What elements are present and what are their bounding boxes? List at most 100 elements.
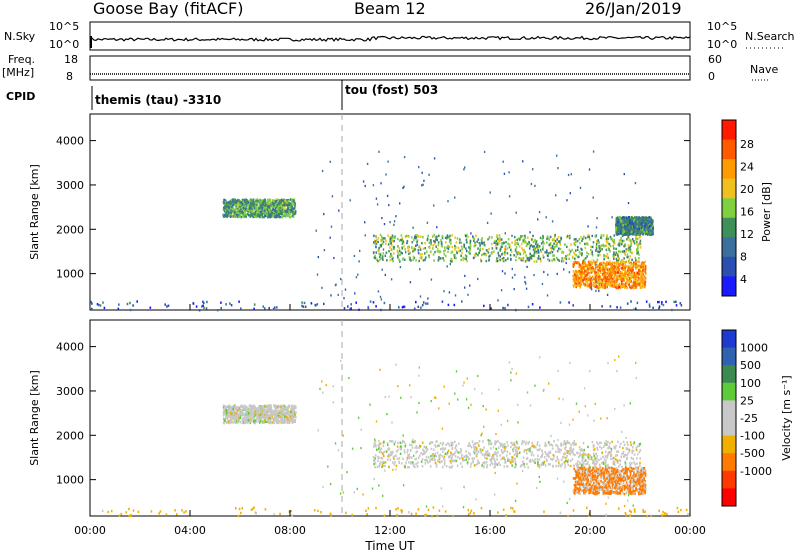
range-gate-cell (488, 248, 490, 251)
range-gate-cell (651, 225, 654, 228)
range-gate-cell (605, 279, 608, 282)
range-gate-cell (597, 286, 600, 290)
range-gate-cell (246, 409, 248, 412)
range-gate-cell (635, 276, 638, 279)
range-gate-cell (438, 250, 440, 253)
range-gate-cell (635, 262, 637, 266)
range-gate-cell (253, 415, 256, 418)
range-gate-cell (530, 453, 533, 456)
range-gate-cell (651, 229, 654, 233)
range-gate-cell (631, 284, 633, 287)
power-colorbar-label: Power [dB] (760, 182, 773, 242)
range-gate-cell (480, 259, 483, 263)
range-gate-cell (502, 160, 504, 163)
range-gate-cell (591, 245, 594, 249)
range-gate-cell (469, 241, 472, 244)
range-gate-cell (481, 448, 484, 452)
range-gate-cell (437, 241, 440, 244)
range-gate-cell (613, 282, 616, 285)
range-gate-cell (632, 268, 634, 272)
range-gate-cell (576, 278, 579, 281)
range-gate-cell (288, 214, 290, 217)
range-gate-cell (544, 251, 546, 254)
range-gate-cell (226, 411, 228, 414)
range-gate-cell (502, 259, 504, 262)
range-gate-cell (567, 459, 570, 462)
range-gate-cell (357, 273, 359, 276)
range-gate-cell (527, 448, 529, 451)
range-gate-cell (263, 206, 266, 209)
range-gate-cell (222, 215, 225, 218)
station-title: Goose Bay (fitACF) (93, 0, 243, 18)
range-gate-cell (228, 206, 230, 209)
range-gate-cell (614, 282, 617, 286)
range-gate-cell (250, 206, 252, 209)
range-gate-cell (529, 257, 531, 260)
range-gate-cell (560, 236, 562, 240)
range-gate-cell (469, 252, 471, 255)
range-gate-cell (426, 302, 429, 305)
range-gate-cell (624, 264, 627, 268)
range-gate-cell (665, 300, 667, 303)
range-gate-cell (596, 269, 599, 272)
range-gate-cell (164, 303, 166, 306)
range-gate-cell (587, 263, 590, 266)
range-gate-cell (628, 229, 630, 232)
range-gate-cell (523, 240, 526, 243)
range-gate-cell (587, 252, 590, 256)
range-gate-cell (508, 195, 511, 198)
range-gate-cell (443, 253, 446, 256)
range-gate-cell (523, 237, 526, 241)
range-gate-cell (378, 258, 381, 262)
range-gate-cell (422, 236, 424, 239)
range-gate-cell (650, 233, 653, 236)
range-gate-cell (266, 410, 269, 414)
range-gate-cell (631, 221, 634, 225)
range-gate-cell (558, 247, 560, 250)
range-gate-cell (638, 236, 641, 239)
range-gate-cell (645, 223, 647, 226)
cpid-label: CPID (6, 90, 35, 103)
range-gate-cell (658, 305, 661, 308)
range-gate-cell (604, 244, 607, 247)
range-gate-cell (292, 411, 295, 415)
range-gate-cell (241, 203, 243, 206)
range-gate-cell (390, 236, 393, 240)
range-gate-cell (638, 283, 640, 286)
range-gate-cell (386, 194, 389, 197)
range-gate-cell (602, 261, 605, 264)
range-gate-cell (259, 215, 261, 219)
range-gate-cell (499, 247, 502, 251)
range-gate-cell (598, 264, 600, 267)
range-gate-cell (252, 212, 254, 215)
range-gate-cell (630, 244, 633, 247)
range-gate-cell (597, 266, 600, 269)
range-gate-cell (513, 235, 516, 239)
range-gate-cell (406, 456, 409, 460)
range-gate-cell (631, 218, 634, 221)
range-gate-cell (612, 265, 614, 268)
range-gate-cell (625, 221, 627, 225)
range-gate-cell (643, 282, 646, 285)
range-gate-cell (651, 221, 654, 224)
range-gate-cell (642, 216, 645, 219)
range-gate-cell (587, 278, 589, 281)
range-gate-cell (399, 253, 402, 256)
range-gate-cell (623, 224, 625, 228)
range-gate-cell (595, 245, 598, 248)
range-gate-cell (617, 271, 619, 274)
range-gate-cell (633, 308, 635, 311)
range-gate-cell (640, 262, 643, 265)
range-gate-cell (285, 407, 287, 410)
range-gate-cell (397, 256, 399, 259)
range-gate-cell (232, 210, 234, 213)
range-gate-cell (606, 263, 609, 267)
range-gate-cell (575, 272, 578, 275)
range-gate-cell (252, 198, 255, 201)
range-gate-cell (607, 283, 609, 286)
range-gate-cell (373, 234, 375, 237)
range-gate-cell (240, 208, 242, 211)
range-gate-cell (595, 271, 597, 274)
range-gate-cell (230, 205, 233, 209)
range-gate-cell (537, 245, 539, 248)
